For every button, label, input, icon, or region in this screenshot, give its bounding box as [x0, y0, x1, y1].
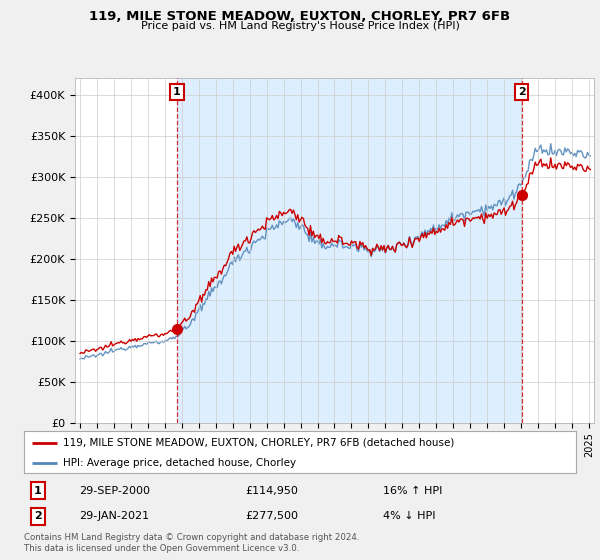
Text: 4% ↓ HPI: 4% ↓ HPI	[383, 511, 436, 521]
Text: Price paid vs. HM Land Registry's House Price Index (HPI): Price paid vs. HM Land Registry's House …	[140, 21, 460, 31]
Text: Contains HM Land Registry data © Crown copyright and database right 2024.
This d: Contains HM Land Registry data © Crown c…	[24, 533, 359, 553]
Text: 1: 1	[34, 486, 41, 496]
Text: 1: 1	[173, 87, 181, 97]
Text: 2: 2	[518, 87, 526, 97]
Bar	[177, 78, 522, 423]
Text: £114,950: £114,950	[245, 486, 298, 496]
Text: 29-JAN-2021: 29-JAN-2021	[79, 511, 149, 521]
Text: 16% ↑ HPI: 16% ↑ HPI	[383, 486, 442, 496]
Text: 2: 2	[34, 511, 41, 521]
Text: 119, MILE STONE MEADOW, EUXTON, CHORLEY, PR7 6FB: 119, MILE STONE MEADOW, EUXTON, CHORLEY,…	[89, 10, 511, 23]
Text: 119, MILE STONE MEADOW, EUXTON, CHORLEY, PR7 6FB (detached house): 119, MILE STONE MEADOW, EUXTON, CHORLEY,…	[62, 437, 454, 447]
Text: 29-SEP-2000: 29-SEP-2000	[79, 486, 150, 496]
Text: HPI: Average price, detached house, Chorley: HPI: Average price, detached house, Chor…	[62, 458, 296, 468]
Text: £277,500: £277,500	[245, 511, 298, 521]
